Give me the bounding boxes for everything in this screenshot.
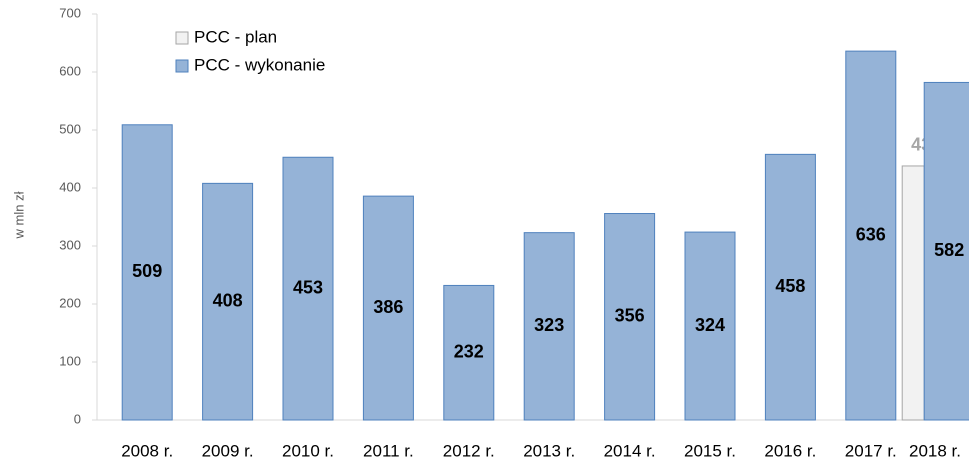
bar bbox=[443, 284, 495, 421]
x-tick-label: 2012 r. bbox=[443, 441, 495, 460]
x-tick-label: 2018 r. bbox=[909, 441, 961, 460]
x-tick-label: 2014 r. bbox=[604, 441, 656, 460]
y-tick-label: 0 bbox=[74, 411, 81, 426]
data-label: 582 bbox=[934, 240, 964, 260]
y-axis-title: w mln zł bbox=[11, 191, 26, 239]
x-tick-label: 2016 r. bbox=[764, 441, 816, 460]
data-label: 386 bbox=[373, 297, 403, 317]
bar bbox=[901, 165, 925, 421]
legend-swatch bbox=[175, 59, 189, 73]
x-tick-label: 2013 r. bbox=[523, 441, 575, 460]
x-tick-label: 2009 r. bbox=[202, 441, 254, 460]
x-tick-label: 2010 r. bbox=[282, 441, 334, 460]
bar bbox=[202, 182, 254, 421]
legend-label: PCC - wykonanie bbox=[194, 55, 325, 74]
x-tick-label: 2015 r. bbox=[684, 441, 736, 460]
bar bbox=[362, 195, 414, 421]
bar bbox=[684, 231, 736, 421]
y-tick-label: 100 bbox=[59, 353, 81, 368]
y-tick-label: 300 bbox=[59, 237, 81, 252]
data-label: 636 bbox=[856, 224, 886, 244]
bar bbox=[121, 124, 173, 421]
data-label: 458 bbox=[775, 276, 805, 296]
y-tick-label: 600 bbox=[59, 63, 81, 78]
legend-label: PCC - plan bbox=[194, 27, 277, 46]
bar bbox=[764, 153, 816, 421]
data-label: 324 bbox=[695, 315, 725, 335]
bar bbox=[923, 81, 969, 421]
data-label: 453 bbox=[293, 277, 323, 297]
y-tick-label: 500 bbox=[59, 121, 81, 136]
bar bbox=[523, 232, 575, 421]
y-tick-label: 200 bbox=[59, 295, 81, 310]
data-label: 356 bbox=[615, 306, 645, 326]
data-label: 509 bbox=[132, 261, 162, 281]
bar bbox=[845, 50, 897, 421]
y-tick-label: 700 bbox=[59, 5, 81, 20]
x-tick-label: 2011 r. bbox=[363, 441, 414, 460]
data-label: 408 bbox=[213, 290, 243, 310]
data-label: 232 bbox=[454, 341, 484, 361]
y-tick-label: 400 bbox=[59, 179, 81, 194]
data-label: 323 bbox=[534, 315, 564, 335]
legend-swatch bbox=[175, 31, 189, 45]
x-tick-label: 2017 r. bbox=[845, 441, 897, 460]
bar bbox=[282, 156, 334, 421]
x-tick-label: 2008 r. bbox=[121, 441, 173, 460]
bar bbox=[604, 213, 656, 421]
